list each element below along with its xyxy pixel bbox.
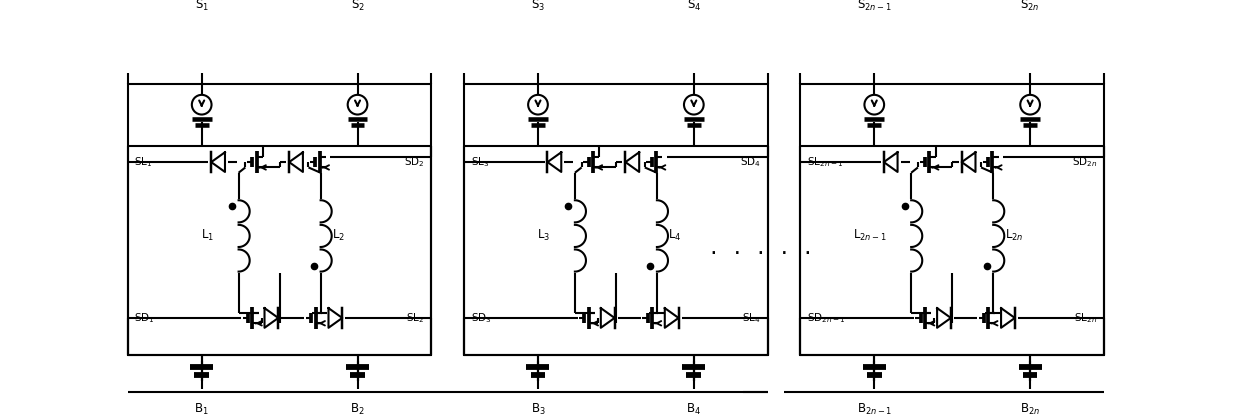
Bar [861,41,888,62]
Text: B$_4$: B$_4$ [687,401,702,417]
Text: SD$_3$: SD$_3$ [471,311,491,325]
Text: SL$_3$: SL$_3$ [471,155,490,169]
Text: B$_2$: B$_2$ [350,401,365,417]
Text: L$_2$: L$_2$ [332,228,345,243]
Text: . . . . .: . . . . . [708,239,813,258]
Text: SD$_1$: SD$_1$ [134,311,155,325]
Text: S$_4$: S$_4$ [687,0,701,13]
Text: B$_1$: B$_1$ [195,401,210,417]
Text: L$_1$: L$_1$ [201,228,215,243]
Text: SL$_1$: SL$_1$ [134,155,153,169]
Bar [801,84,1104,355]
Bar [128,84,432,355]
Text: B$_{2n}$: B$_{2n}$ [1021,401,1040,417]
Text: B$_3$: B$_3$ [531,401,546,417]
Bar [681,41,707,62]
Text: SD$_4$: SD$_4$ [740,155,761,169]
Text: S$_{2n-1}$: S$_{2n-1}$ [857,0,892,13]
Text: S$_2$: S$_2$ [351,0,365,13]
Text: S$_1$: S$_1$ [195,0,208,13]
Text: L$_{2n-1}$: L$_{2n-1}$ [853,228,887,243]
Text: S$_{2n}$: S$_{2n}$ [1021,0,1040,13]
Bar [464,84,768,355]
Text: L$_4$: L$_4$ [668,228,682,243]
Bar [345,41,371,62]
Text: SD$_{2n-1}$: SD$_{2n-1}$ [807,311,846,325]
Text: B$_{2n-1}$: B$_{2n-1}$ [857,401,892,417]
Bar [188,41,215,62]
Text: SL$_2$: SL$_2$ [407,311,425,325]
Text: SD$_{2n}$: SD$_{2n}$ [1071,155,1097,169]
Text: L$_3$: L$_3$ [537,228,551,243]
Bar [1017,41,1043,62]
Text: SD$_2$: SD$_2$ [404,155,425,169]
Text: SL$_{2n}$: SL$_{2n}$ [1074,311,1097,325]
Text: SL$_4$: SL$_4$ [743,311,761,325]
Text: L$_{2n}$: L$_{2n}$ [1004,228,1023,243]
Text: S$_3$: S$_3$ [531,0,546,13]
Text: SL$_{2n-1}$: SL$_{2n-1}$ [807,155,843,169]
Bar [525,41,551,62]
